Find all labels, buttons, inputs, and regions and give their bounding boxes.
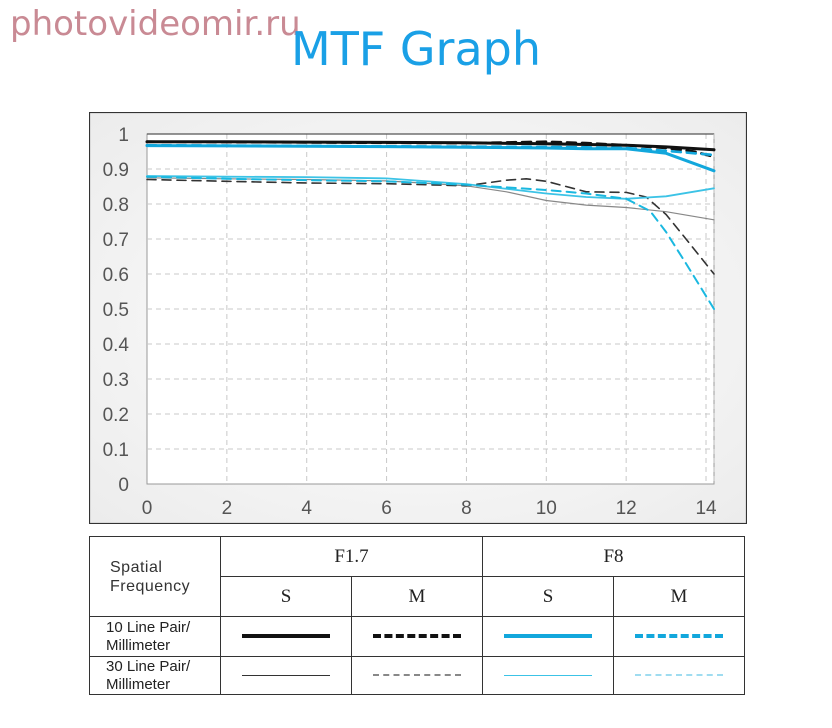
y-tick-label: 0.9 [103, 160, 129, 181]
x-tick-label: 10 [536, 498, 557, 519]
watermark: photovideomir.ru [10, 4, 301, 44]
swatch-f17-m-30 [373, 674, 461, 677]
x-tick-label: 0 [142, 498, 153, 519]
swatch-f8-s-30 [504, 674, 592, 676]
row-10lp-label: 10 Line Pair/ Millimeter [89, 616, 221, 657]
y-tick-label: 0.8 [103, 195, 129, 216]
f8-s-header: S [482, 576, 614, 617]
series-line [145, 140, 716, 159]
y-tick-label: 0 [118, 475, 129, 496]
f17-header: F1.7 [220, 536, 483, 577]
series-line [146, 175, 715, 310]
series-line [146, 178, 715, 275]
series-line [146, 177, 715, 221]
f17-m-header: M [351, 576, 483, 617]
legend-table: Spatial Frequency F1.7 F8 S M S M 10 Lin… [89, 536, 745, 695]
series-line [145, 143, 716, 157]
mtf-chart: 0 2 4 6 8 10 12 14 0 0.1 0.2 0.3 0.4 0.5 0.6 0.7 0.8 0.9 1 [89, 112, 747, 524]
f8-m-header: M [613, 576, 745, 617]
y-tick-label: 0.5 [103, 300, 129, 321]
y-tick-label: 0.3 [103, 370, 129, 391]
swatch-f8-m-30 [635, 674, 723, 677]
swatch-f8-m-10 [635, 634, 723, 639]
x-tick-label: 12 [616, 498, 637, 519]
spatial-frequency-label: Spatial Frequency [89, 536, 221, 617]
x-tick-label: 4 [301, 498, 312, 519]
x-tick-label: 14 [695, 498, 717, 519]
swatch-f17-s-10 [242, 634, 330, 639]
y-tick-label: 0.4 [103, 335, 130, 356]
f17-s-header: S [220, 576, 352, 617]
swatch-f17-s-30 [242, 674, 330, 676]
row-30lp-label: 30 Line Pair/ Millimeter [89, 656, 221, 695]
y-tick-label: 1 [118, 125, 129, 146]
y-tick-label: 0.1 [103, 440, 129, 461]
swatch-f8-s-10 [504, 634, 592, 639]
swatch-f17-m-10 [373, 634, 461, 639]
y-tick-label: 0.2 [103, 405, 129, 426]
x-tick-label: 6 [381, 498, 392, 519]
x-tick-label: 8 [461, 498, 472, 519]
chart-title: MTF Graph [291, 22, 541, 76]
x-tick-label: 2 [222, 498, 233, 519]
y-tick-label: 0.7 [103, 230, 129, 251]
y-tick-label: 0.6 [103, 265, 129, 286]
f8-header: F8 [482, 536, 745, 577]
series-line [146, 175, 715, 200]
